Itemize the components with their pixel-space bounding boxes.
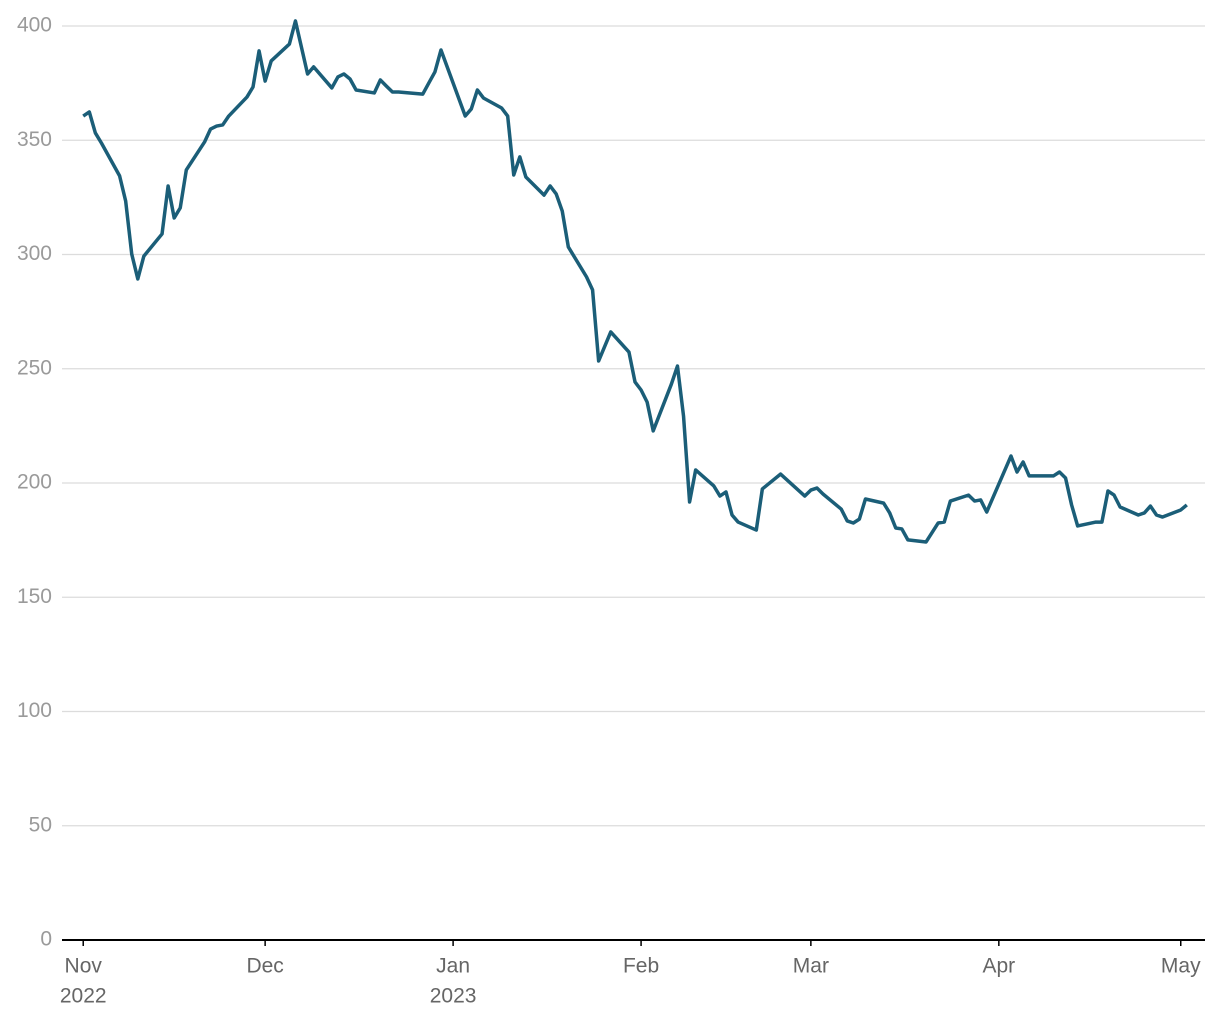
y-tick-label: 50 bbox=[29, 813, 52, 836]
x-tick-label: Mar bbox=[793, 955, 829, 978]
x-tick-label: Feb bbox=[623, 955, 659, 978]
x-tick-label: Nov bbox=[65, 955, 103, 978]
y-tick-label: 100 bbox=[17, 699, 52, 722]
y-tick-label: 300 bbox=[17, 242, 52, 265]
y-tick-label: 200 bbox=[17, 471, 52, 494]
y-tick-label: 350 bbox=[17, 128, 52, 151]
y-tick-label: 0 bbox=[40, 928, 52, 951]
x-tick-label: Apr bbox=[982, 955, 1015, 978]
y-tick-label: 250 bbox=[17, 356, 52, 379]
series-line bbox=[82, 19, 1188, 544]
x-tick-year: 2022 bbox=[60, 985, 107, 1008]
x-tick-label: Dec bbox=[246, 955, 283, 978]
y-tick-label: 150 bbox=[17, 585, 52, 608]
x-tick-label: Jan bbox=[436, 955, 470, 978]
x-tick-year: 2023 bbox=[430, 985, 477, 1008]
y-tick-label: 400 bbox=[17, 14, 52, 37]
x-tick-label: May bbox=[1161, 955, 1201, 978]
